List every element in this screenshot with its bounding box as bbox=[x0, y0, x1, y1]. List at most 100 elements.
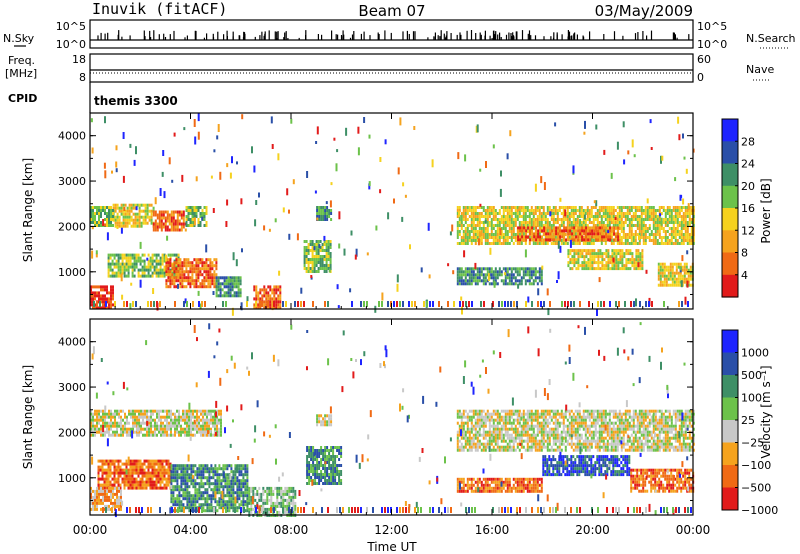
scatter-cell bbox=[155, 256, 158, 260]
scatter-cell bbox=[110, 498, 112, 502]
scatter-cell bbox=[186, 488, 189, 492]
scatter-cell bbox=[638, 224, 641, 227]
scatter-cell bbox=[360, 301, 362, 307]
scatter-cell bbox=[148, 424, 150, 428]
scatter-cell bbox=[142, 421, 144, 425]
scatter-cell bbox=[594, 215, 597, 218]
scatter-cell bbox=[601, 255, 604, 259]
scatter-cell bbox=[156, 421, 158, 425]
scatter-cell bbox=[133, 486, 136, 490]
scatter-cell bbox=[140, 415, 142, 419]
scatter-cell bbox=[591, 226, 594, 230]
scatter-cell bbox=[592, 242, 595, 245]
scatter-cell bbox=[639, 255, 642, 259]
scatter-cell bbox=[577, 229, 580, 233]
scatter-cell bbox=[607, 258, 610, 262]
scatter-cell bbox=[327, 264, 330, 267]
scatter-cell bbox=[474, 236, 477, 239]
scatter-cell bbox=[597, 238, 600, 242]
nsky-spike bbox=[437, 35, 439, 40]
scatter-cell bbox=[161, 171, 164, 177]
scatter-cell bbox=[634, 218, 637, 221]
scatter-cell bbox=[320, 209, 323, 212]
scatter-cell bbox=[263, 300, 266, 304]
scatter-cell bbox=[596, 209, 599, 212]
scatter-cell bbox=[143, 471, 146, 475]
scatter-cell bbox=[151, 486, 154, 490]
scatter-cell bbox=[533, 238, 536, 242]
scatter-cell bbox=[514, 212, 517, 215]
scatter-cell bbox=[188, 491, 191, 495]
scatter-cell bbox=[476, 230, 479, 233]
scatter-cell bbox=[163, 474, 166, 478]
scatter-cell bbox=[528, 270, 531, 274]
scatter-cell bbox=[673, 277, 676, 281]
scatter-cell bbox=[605, 232, 608, 236]
scatter-cell bbox=[209, 261, 212, 265]
scatter-cell bbox=[618, 209, 621, 212]
scatter-cell bbox=[173, 261, 176, 265]
scatter-cell bbox=[182, 213, 185, 217]
scatter-cell bbox=[620, 236, 623, 239]
scatter-cell bbox=[202, 494, 205, 498]
scatter-cell bbox=[110, 427, 112, 431]
scatter-cell bbox=[572, 218, 575, 221]
scatter-cell bbox=[572, 242, 575, 245]
scatter-cell bbox=[670, 227, 673, 230]
scatter-cell bbox=[307, 258, 310, 261]
scatter-cell bbox=[110, 297, 112, 301]
scatter-cell bbox=[686, 215, 689, 218]
scatter-cell bbox=[96, 501, 98, 505]
scatter-cell bbox=[205, 270, 208, 274]
scatter-cell bbox=[622, 215, 625, 218]
scatter-cell bbox=[458, 279, 461, 283]
scatter-cell bbox=[109, 465, 112, 469]
scatter-cell bbox=[157, 486, 160, 490]
scatter-cell bbox=[557, 271, 560, 280]
scatter-cell bbox=[139, 279, 142, 288]
scatter-cell bbox=[139, 480, 142, 484]
scatter-cell bbox=[171, 282, 174, 286]
scatter-cell bbox=[185, 218, 188, 221]
scatter-cell bbox=[180, 488, 183, 492]
scatter-cell bbox=[113, 474, 116, 478]
scatter-cell bbox=[92, 415, 94, 419]
nsky-spike bbox=[360, 33, 362, 40]
scatter-cell bbox=[322, 206, 325, 209]
scatter-cell bbox=[90, 212, 92, 215]
scatter-cell bbox=[174, 219, 177, 223]
scatter-cell bbox=[189, 279, 192, 283]
scatter-cell bbox=[478, 267, 481, 271]
scatter-cell bbox=[652, 227, 655, 230]
scatter-cell bbox=[180, 427, 182, 431]
scatter-cell bbox=[99, 459, 102, 463]
scatter-cell bbox=[462, 233, 465, 236]
scatter-cell bbox=[92, 206, 94, 209]
scatter-cell bbox=[542, 242, 545, 245]
scatter-cell bbox=[113, 459, 116, 463]
scatter-cell bbox=[106, 288, 108, 292]
scatter-cell bbox=[303, 261, 306, 264]
scatter-cell bbox=[106, 285, 108, 289]
scatter-cell bbox=[261, 288, 264, 292]
scatter-cell bbox=[99, 477, 102, 481]
scatter-cell bbox=[498, 218, 501, 221]
scatter-cell bbox=[127, 480, 130, 484]
scatter-cell bbox=[205, 273, 208, 277]
scatter-cell bbox=[476, 233, 479, 236]
scatter-cell bbox=[261, 297, 264, 301]
scatter-cell bbox=[474, 230, 477, 233]
scatter-cell bbox=[170, 430, 172, 434]
scatter-cell bbox=[581, 238, 584, 242]
scatter-cell bbox=[523, 238, 526, 242]
scatter-cell bbox=[195, 282, 198, 286]
scatter-cell bbox=[464, 270, 467, 274]
scatter-cell bbox=[605, 226, 608, 230]
scatter-cell bbox=[601, 235, 604, 239]
scatter-cell bbox=[190, 433, 192, 437]
scatter-cell bbox=[105, 483, 108, 487]
scatter-cell bbox=[172, 476, 175, 480]
scatter-cell bbox=[90, 409, 92, 413]
scatter-cell bbox=[500, 270, 503, 274]
nsky-spike bbox=[497, 34, 499, 40]
